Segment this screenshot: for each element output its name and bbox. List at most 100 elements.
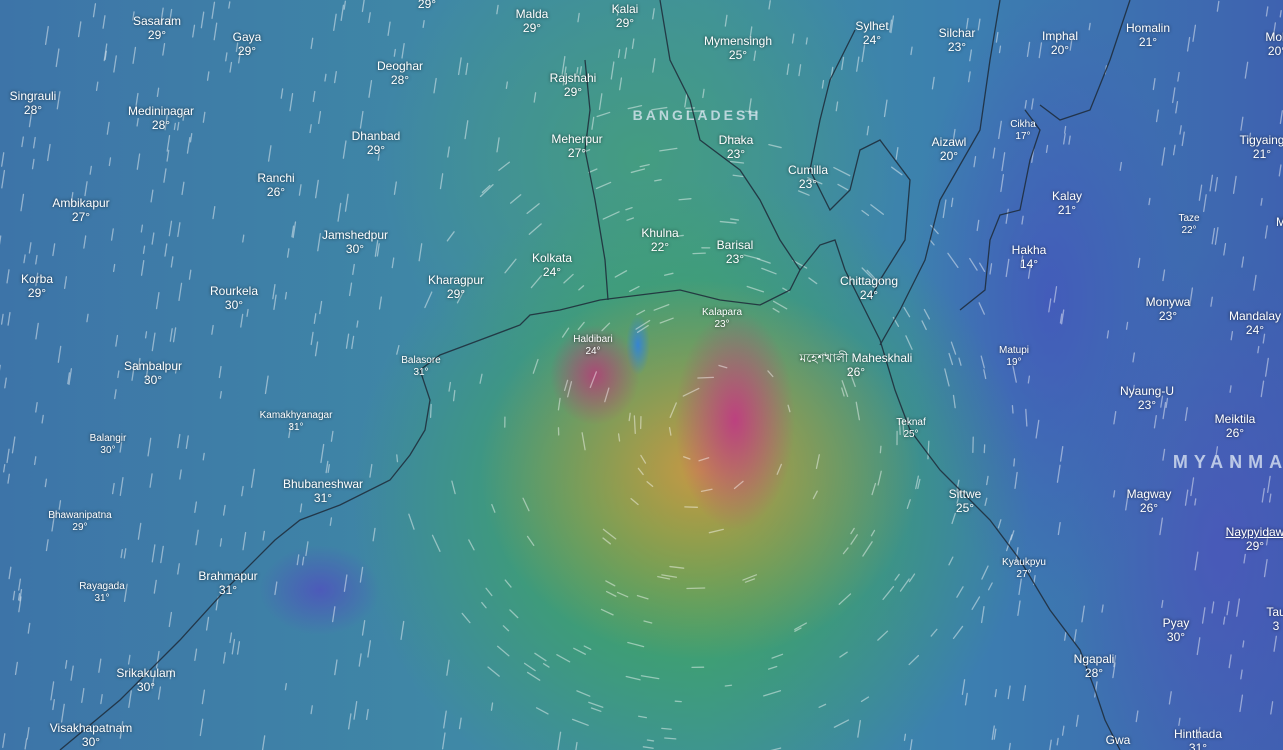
- city-label[interactable]: Naypyidaw 29°: [1226, 525, 1283, 553]
- city-label[interactable]: Singrauli 28°: [10, 89, 57, 117]
- wind-streak: [601, 322, 611, 332]
- city-label[interactable]: Ambikapur 27°: [52, 196, 109, 224]
- city-label[interactable]: Magway 26°: [1127, 487, 1172, 515]
- city-label[interactable]: Haldibari 24°: [573, 334, 612, 358]
- city-name: মহেশখালী Maheskhali: [799, 351, 913, 365]
- wind-streak: [1053, 286, 1058, 303]
- city-label[interactable]: Jamshedpur 30°: [322, 228, 388, 256]
- wind-streak: [1026, 41, 1031, 58]
- wind-streak: [991, 725, 995, 741]
- city-label[interactable]: Brahmapur 31°: [198, 569, 257, 597]
- city-label[interactable]: Balasore 31°: [401, 355, 440, 379]
- city-label[interactable]: Mymensingh 25°: [704, 34, 772, 62]
- city-label[interactable]: Sylhet 24°: [855, 19, 888, 47]
- wind-streak: [889, 19, 893, 33]
- wind-streak: [899, 578, 910, 592]
- city-label[interactable]: Meherpur 27°: [551, 132, 602, 160]
- wind-streak: [225, 52, 228, 62]
- city-name: Malda: [515, 7, 549, 21]
- city-label[interactable]: Gwa: [1106, 733, 1131, 747]
- wind-streak: [345, 333, 350, 349]
- city-label[interactable]: Khulna 22°: [641, 226, 678, 254]
- city-label[interactable]: Hinthada 31°: [1174, 727, 1222, 750]
- wind-streak: [661, 727, 672, 730]
- wind-streak: [646, 481, 654, 488]
- city-label[interactable]: M: [1276, 215, 1283, 229]
- city-label[interactable]: Gaya 29°: [233, 30, 262, 58]
- wind-streak: [1161, 147, 1166, 166]
- city-label[interactable]: Taze 22°: [1178, 213, 1199, 237]
- city-label[interactable]: Korba 29°: [21, 272, 53, 300]
- city-label[interactable]: Homalin 21°: [1126, 21, 1170, 49]
- city-label[interactable]: Sittwe 25°: [949, 487, 982, 515]
- wind-streak: [359, 566, 364, 583]
- wind-streak: [821, 79, 825, 89]
- city-label[interactable]: Kyaukpyu 27°: [1002, 557, 1046, 581]
- city-label[interactable]: Malda 29°: [516, 7, 549, 35]
- city-label[interactable]: Tigyaing 21°: [1240, 133, 1283, 161]
- city-label[interactable]: Medininagar 28°: [128, 104, 194, 132]
- city-label[interactable]: Chittagong 24°: [840, 274, 898, 302]
- city-label[interactable]: Nyaung-U 23°: [1120, 384, 1174, 412]
- wind-streak: [805, 37, 808, 45]
- city-label[interactable]: Dhanbad 29°: [352, 129, 401, 157]
- city-label[interactable]: Pyay 30°: [1163, 616, 1190, 644]
- wind-streak: [839, 651, 848, 658]
- city-label[interactable]: Moh20°: [1265, 30, 1283, 58]
- city-label[interactable]: 29°: [418, 0, 436, 11]
- city-label[interactable]: Cikha 17°: [1010, 119, 1036, 143]
- city-label[interactable]: Kolkata 24°: [532, 251, 572, 279]
- city-temperature: 29°: [615, 16, 635, 30]
- city-label[interactable]: Ranchi 26°: [257, 171, 294, 199]
- city-label[interactable]: Bhubaneshwar 31°: [283, 477, 363, 505]
- city-label[interactable]: Deoghar 28°: [377, 59, 423, 87]
- city-label[interactable]: Kalapara 23°: [702, 307, 742, 331]
- wind-streak: [0, 313, 4, 325]
- city-label[interactable]: Mandalay 24°: [1229, 309, 1281, 337]
- wind-streak: [522, 497, 530, 512]
- wind-streak: [8, 566, 12, 580]
- wind-streak: [77, 21, 82, 38]
- city-label[interactable]: Kalai 29°: [612, 2, 639, 30]
- city-label[interactable]: Silchar 23°: [939, 26, 976, 54]
- city-label[interactable]: Kharagpur 29°: [428, 273, 484, 301]
- city-label[interactable]: Sasaram 29°: [133, 14, 181, 42]
- wind-streak: [898, 419, 901, 436]
- wind-streak: [640, 675, 660, 680]
- city-name: Aizawl: [931, 135, 967, 149]
- city-label[interactable]: Matupi 19°: [999, 345, 1029, 369]
- city-label[interactable]: Tau 3: [1266, 605, 1283, 633]
- city-label[interactable]: Sambalpur 30°: [124, 359, 182, 387]
- city-label[interactable]: Rourkela 30°: [210, 284, 258, 312]
- city-label[interactable]: Aizawl 20°: [932, 135, 967, 163]
- city-name: Rayagada: [79, 581, 125, 592]
- city-label[interactable]: Ngapali 28°: [1074, 652, 1115, 680]
- city-label[interactable]: Cumilla 23°: [788, 163, 828, 191]
- city-label[interactable]: Teknaf 25°: [896, 417, 925, 441]
- city-label[interactable]: Monywa 23°: [1146, 295, 1191, 323]
- city-label[interactable]: Kamakhyanagar 31°: [260, 410, 333, 434]
- city-label[interactable]: Imphal 20°: [1042, 29, 1078, 57]
- city-name: Mandalay: [1228, 309, 1282, 323]
- city-label[interactable]: Srikakulam 30°: [116, 666, 175, 694]
- city-label[interactable]: Kalay 21°: [1052, 189, 1082, 217]
- wind-streak: [1190, 477, 1195, 497]
- city-label[interactable]: Hakha 14°: [1012, 243, 1047, 271]
- wind-streak: [1239, 694, 1244, 713]
- city-label[interactable]: Dhaka 23°: [719, 133, 754, 161]
- wind-streak: [776, 463, 783, 475]
- city-label[interactable]: Barisal 23°: [717, 238, 754, 266]
- wind-streak: [1203, 194, 1207, 213]
- city-label[interactable]: মহেশখালী Maheskhali 26°: [800, 351, 913, 379]
- city-label[interactable]: Bhawanipatna 29°: [48, 510, 111, 534]
- city-label[interactable]: Balangir 30°: [90, 433, 127, 457]
- wind-streak: [465, 62, 469, 76]
- wind-streak: [510, 194, 522, 204]
- wind-streak: [995, 31, 999, 43]
- city-label[interactable]: Visakhapatnam 30°: [50, 721, 133, 749]
- city-label[interactable]: Rayagada 31°: [79, 581, 125, 605]
- wind-streak: [526, 535, 535, 547]
- city-label[interactable]: Rajshahi 29°: [550, 71, 597, 99]
- city-label[interactable]: Meiktila 26°: [1215, 412, 1256, 440]
